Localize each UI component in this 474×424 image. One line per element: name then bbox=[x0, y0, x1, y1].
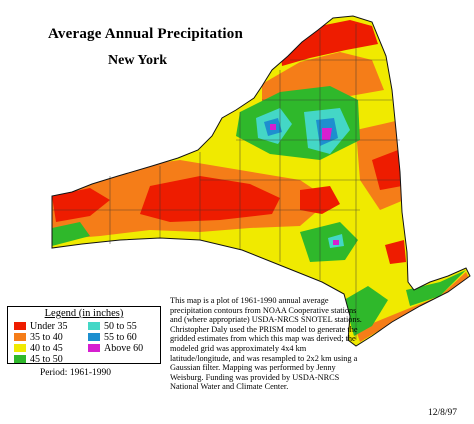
date-stamp: 12/8/97 bbox=[428, 408, 458, 418]
legend-swatch bbox=[88, 343, 100, 352]
legend: Legend (in inches) Under 35 35 to 40 40 … bbox=[7, 306, 161, 365]
legend-item-50-55: 50 to 55 bbox=[88, 321, 137, 332]
legend-swatch bbox=[14, 321, 26, 330]
legend-item-45-50: 45 to 50 bbox=[14, 354, 63, 365]
legend-item-40-45: 40 to 45 bbox=[14, 343, 63, 354]
legend-item-above-60: Above 60 bbox=[88, 343, 143, 354]
legend-swatch bbox=[88, 332, 100, 341]
legend-item-55-60: 55 to 60 bbox=[88, 332, 137, 343]
legend-swatch bbox=[14, 343, 26, 352]
legend-item-under-35: Under 35 bbox=[14, 321, 68, 332]
legend-swatch bbox=[14, 332, 26, 341]
map-region: New York bbox=[108, 53, 167, 68]
map-caption: This map is a plot of 1961-1990 annual a… bbox=[170, 296, 362, 392]
legend-swatch bbox=[88, 321, 100, 330]
legend-title: Legend (in inches) bbox=[44, 308, 124, 319]
legend-item-35-40: 35 to 40 bbox=[14, 332, 63, 343]
period-text: Period: 1961-1990 bbox=[40, 368, 111, 378]
legend-swatch bbox=[14, 354, 26, 363]
map-title: Average Annual Precipitation bbox=[48, 26, 244, 42]
